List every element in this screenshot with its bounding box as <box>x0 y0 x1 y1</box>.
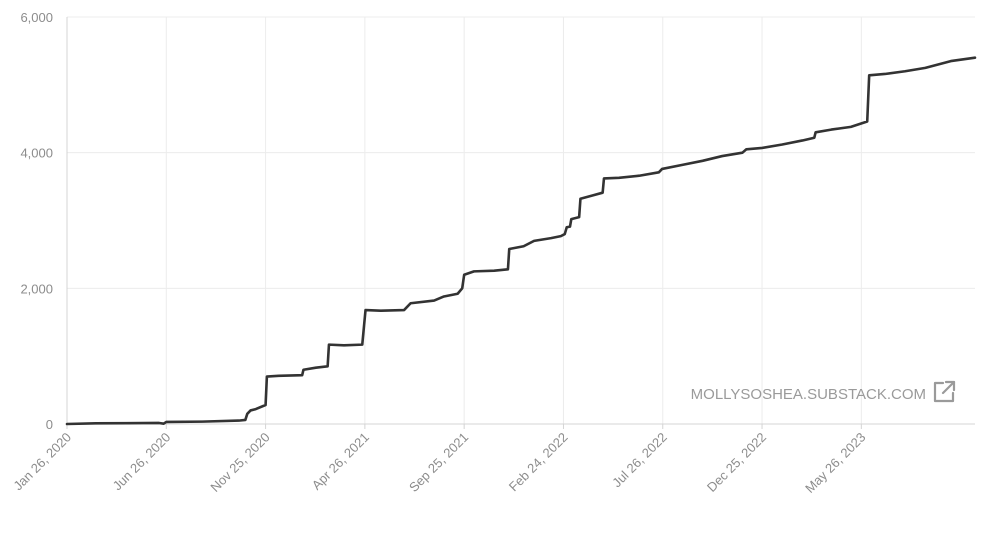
x-tick-label: Sep 25, 2021 <box>406 430 471 495</box>
y-tick-label: 0 <box>46 417 53 432</box>
x-tick-label: Dec 25, 2022 <box>704 430 769 495</box>
x-tick-label: Jul 26, 2022 <box>609 430 670 491</box>
x-tick-label: Jan 26, 2020 <box>10 430 74 494</box>
watermark[interactable]: MOLLYSOSHEA.SUBSTACK.COM <box>691 380 956 403</box>
y-tick-label: 4,000 <box>20 146 53 161</box>
watermark-text: MOLLYSOSHEA.SUBSTACK.COM <box>691 386 926 403</box>
x-tick-label: Feb 24, 2022 <box>506 430 571 495</box>
series-layer <box>65 56 977 426</box>
y-tick-label: 6,000 <box>20 10 53 25</box>
y-tick-label: 2,000 <box>20 281 53 296</box>
x-tick-label: Apr 26, 2021 <box>309 430 372 493</box>
external-link-icon[interactable] <box>933 380 956 403</box>
x-tick-label: Jun 26, 2020 <box>110 430 174 494</box>
y-axis: 0 2,000 4,000 6,000 <box>20 10 68 432</box>
grid <box>66 16 975 425</box>
x-tick-label: May 26, 2023 <box>802 430 868 496</box>
x-tick-label: Nov 25, 2020 <box>207 430 272 495</box>
series-line <box>65 56 977 426</box>
x-axis: Jan 26, 2020 Jun 26, 2020 Nov 25, 2020 Apr … <box>10 423 975 496</box>
